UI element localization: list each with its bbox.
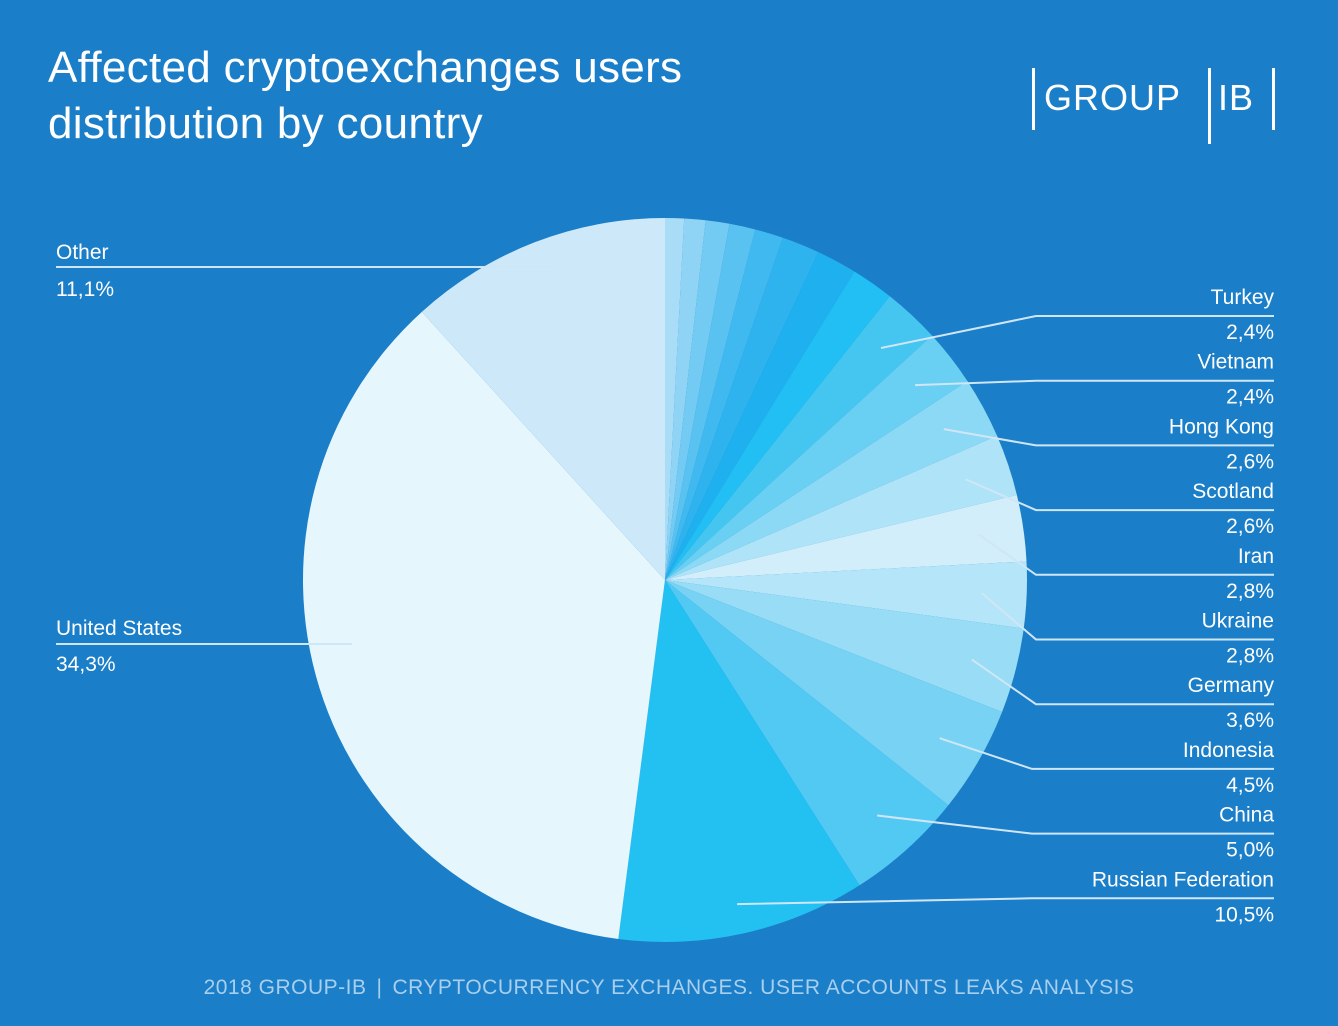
pie-slice-indonesia — [665, 580, 1003, 806]
logo-bar-right — [1272, 68, 1275, 130]
value-hong-kong: 2,6% — [1226, 450, 1274, 473]
label-turkey: Turkey — [1211, 286, 1275, 309]
pie-slice-unlabeled-1 — [665, 218, 685, 580]
pie-slice-iran — [665, 494, 1027, 580]
label-united-states: United States — [56, 617, 182, 640]
chart-title: Affected cryptoexchanges users distribut… — [48, 43, 683, 148]
value-china: 5,0% — [1226, 839, 1274, 862]
pie-slice-vietnam — [665, 335, 968, 580]
pie-slice-turkey — [665, 296, 932, 580]
leader-line-iran — [978, 533, 1274, 576]
leader-line-russian-federation — [737, 897, 1274, 906]
pie-slice-unlabeled-2 — [665, 218, 706, 580]
label-iran: Iran — [1238, 545, 1274, 568]
label-china: China — [1219, 804, 1274, 827]
pie-slice-china — [665, 580, 949, 886]
leader-line-ukraine — [981, 592, 1274, 641]
label-germany: Germany — [1188, 674, 1275, 697]
value-ukraine: 2,8% — [1226, 645, 1274, 668]
logo-bar-left — [1032, 68, 1035, 130]
pie-slice-other — [421, 218, 665, 580]
pie-slice-hong-kong — [665, 380, 998, 580]
pie-slice-unlabeled-4 — [665, 223, 756, 580]
value-united-states: 34,3% — [56, 653, 116, 676]
pie-slice-united-states — [303, 311, 665, 939]
footer-left: 2018 GROUP-IB — [203, 976, 367, 999]
footer: 2018 GROUP-IB | CRYPTOCURRENCY EXCHANGES. … — [0, 976, 1338, 1000]
pie-slice-scotland — [665, 435, 1017, 580]
footer-separator: | — [376, 976, 383, 999]
value-turkey: 2,4% — [1226, 321, 1274, 344]
leader-line-hong-kong — [943, 428, 1274, 447]
pie-slice-unlabeled-7 — [665, 252, 855, 580]
pie-slice-unlabeled-8 — [665, 271, 890, 580]
pie-slice-unlabeled-6 — [665, 237, 819, 580]
leader-line-turkey — [880, 315, 1274, 349]
group-ib-logo: GROUP IB — [1032, 58, 1278, 144]
label-vietnam: Vietnam — [1197, 351, 1274, 374]
leader-line-china — [877, 814, 1274, 835]
logo-bar-middle — [1208, 68, 1211, 130]
pie-slice-russian-federation — [618, 580, 860, 942]
leader-line-vietnam — [915, 379, 1274, 387]
pie-slice-germany — [665, 580, 1024, 712]
pie-slice-unlabeled-5 — [665, 229, 783, 580]
leader-line-germany — [971, 658, 1274, 706]
value-iran: 2,8% — [1226, 580, 1274, 603]
label-ukraine: Ukraine — [1202, 610, 1274, 633]
pie-slice-unlabeled-3 — [665, 220, 730, 581]
leader-line-scotland — [965, 478, 1274, 512]
logo-tick — [1208, 130, 1211, 144]
value-indonesia: 4,5% — [1226, 774, 1274, 797]
value-other: 11,1% — [56, 278, 114, 301]
label-hong-kong: Hong Kong — [1169, 415, 1274, 438]
logo-word-ib: IB — [1218, 77, 1255, 118]
leader-line-indonesia — [939, 737, 1274, 770]
value-germany: 3,6% — [1226, 709, 1274, 732]
pie-slice-ukraine — [665, 561, 1027, 629]
value-russian-federation: 10,5% — [1214, 903, 1274, 926]
label-indonesia: Indonesia — [1183, 739, 1274, 762]
logo-word-group: GROUP — [1044, 77, 1182, 118]
footer-right: CRYPTOCURRENCY EXCHANGES. USER ACCOUNTS … — [392, 976, 1135, 999]
value-scotland: 2,6% — [1226, 515, 1274, 538]
label-scotland: Scotland — [1192, 480, 1274, 503]
label-russian-federation: Russian Federation — [1092, 868, 1274, 891]
label-other: Other — [56, 241, 109, 264]
value-vietnam: 2,4% — [1226, 386, 1274, 409]
